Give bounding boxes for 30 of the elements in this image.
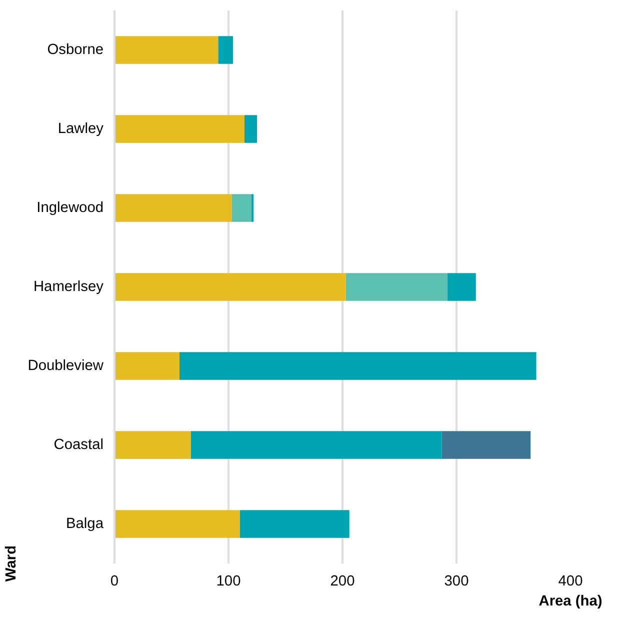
y-tick-label: Coastal — [54, 437, 104, 453]
bar — [114, 510, 240, 538]
bar — [114, 431, 191, 459]
bar — [232, 194, 252, 222]
x-tick-label: 100 — [216, 574, 241, 590]
x-tick-label: 400 — [558, 574, 583, 590]
y-tick-label: Osborne — [47, 42, 104, 58]
bar — [447, 273, 476, 301]
bar — [114, 352, 180, 380]
bar — [114, 194, 232, 222]
y-tick-label: Doubleview — [28, 358, 104, 374]
bar — [218, 36, 234, 64]
bar — [346, 273, 448, 301]
bar — [179, 352, 536, 380]
bar — [240, 510, 350, 538]
bar — [114, 273, 346, 301]
x-tick-label: 200 — [330, 574, 355, 590]
y-tick-label: Inglewood — [36, 200, 104, 216]
bar — [190, 431, 442, 459]
y-tick-label: Hamerlsey — [33, 279, 104, 295]
bar — [442, 431, 531, 459]
x-axis-title: Area (ha) — [538, 594, 602, 610]
bar — [114, 115, 244, 143]
y-tick-label: Lawley — [58, 121, 104, 137]
y-axis-title: Ward — [4, 545, 20, 582]
y-tick-label: Balga — [66, 516, 104, 532]
x-tick-label: 0 — [110, 574, 119, 590]
bar — [244, 115, 257, 143]
x-tick-label: 300 — [444, 574, 469, 590]
bar — [114, 36, 218, 64]
